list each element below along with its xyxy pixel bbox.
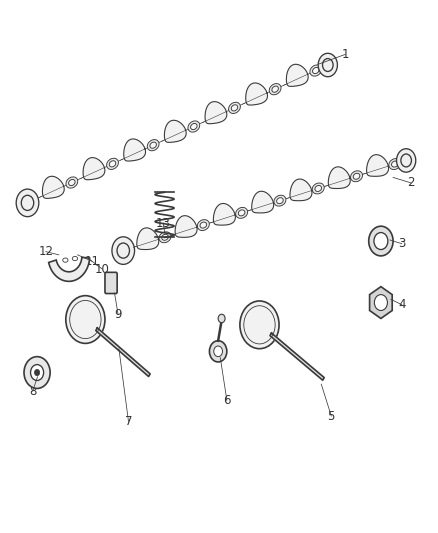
Ellipse shape [350,171,363,182]
Text: 8: 8 [29,385,36,398]
Polygon shape [290,179,312,201]
Ellipse shape [231,105,238,111]
Ellipse shape [313,68,319,74]
Ellipse shape [147,140,159,151]
Ellipse shape [269,84,281,95]
Circle shape [396,149,416,172]
Text: 2: 2 [407,176,414,189]
Ellipse shape [236,207,247,219]
Text: 9: 9 [114,308,122,321]
Text: 7: 7 [125,415,132,428]
Ellipse shape [200,222,207,228]
Circle shape [318,53,337,77]
Ellipse shape [106,158,118,169]
Ellipse shape [312,183,324,194]
Text: 1: 1 [342,48,349,61]
Ellipse shape [353,173,360,179]
Polygon shape [164,120,186,142]
Ellipse shape [272,86,279,92]
Polygon shape [137,228,159,249]
Polygon shape [252,191,274,213]
Polygon shape [49,257,90,281]
Ellipse shape [159,232,171,243]
Circle shape [244,306,275,344]
Circle shape [401,154,411,167]
Circle shape [374,295,388,311]
Polygon shape [246,83,268,105]
Text: 3: 3 [398,237,406,250]
Polygon shape [42,176,64,198]
Circle shape [374,232,388,249]
Circle shape [31,365,44,381]
Polygon shape [175,216,197,237]
Circle shape [16,189,39,216]
Ellipse shape [389,159,401,169]
Ellipse shape [229,102,240,114]
Ellipse shape [274,195,286,206]
Polygon shape [83,158,105,180]
Text: 5: 5 [328,409,335,423]
Circle shape [322,59,333,71]
Text: 6: 6 [223,393,230,407]
Ellipse shape [69,180,75,185]
Circle shape [240,301,279,349]
Polygon shape [96,328,150,376]
Circle shape [70,301,101,338]
Circle shape [214,346,223,357]
Ellipse shape [72,256,78,261]
Circle shape [112,237,134,264]
Circle shape [117,243,130,258]
Text: 13: 13 [156,216,171,230]
Text: 11: 11 [85,255,99,268]
Ellipse shape [238,210,245,216]
Circle shape [218,314,225,322]
Polygon shape [205,102,227,124]
Ellipse shape [277,198,283,204]
Text: 4: 4 [398,298,406,311]
Polygon shape [370,287,392,318]
Circle shape [209,341,227,362]
Ellipse shape [315,185,321,191]
Ellipse shape [109,161,116,167]
Polygon shape [124,139,145,161]
Polygon shape [270,333,324,380]
Text: 12: 12 [38,245,53,258]
Circle shape [21,195,34,211]
Circle shape [35,369,40,376]
Circle shape [66,296,105,343]
Ellipse shape [392,161,398,167]
Ellipse shape [191,124,197,130]
Ellipse shape [63,258,68,262]
Text: 10: 10 [95,263,110,276]
Ellipse shape [66,177,78,188]
Circle shape [369,226,393,256]
Ellipse shape [150,142,156,148]
FancyBboxPatch shape [105,272,117,294]
Circle shape [24,357,50,389]
Ellipse shape [162,235,168,240]
Ellipse shape [310,65,321,76]
Polygon shape [328,167,350,189]
Ellipse shape [188,121,200,132]
Polygon shape [286,64,308,86]
Polygon shape [213,204,235,225]
Ellipse shape [198,220,209,231]
Polygon shape [367,155,389,176]
